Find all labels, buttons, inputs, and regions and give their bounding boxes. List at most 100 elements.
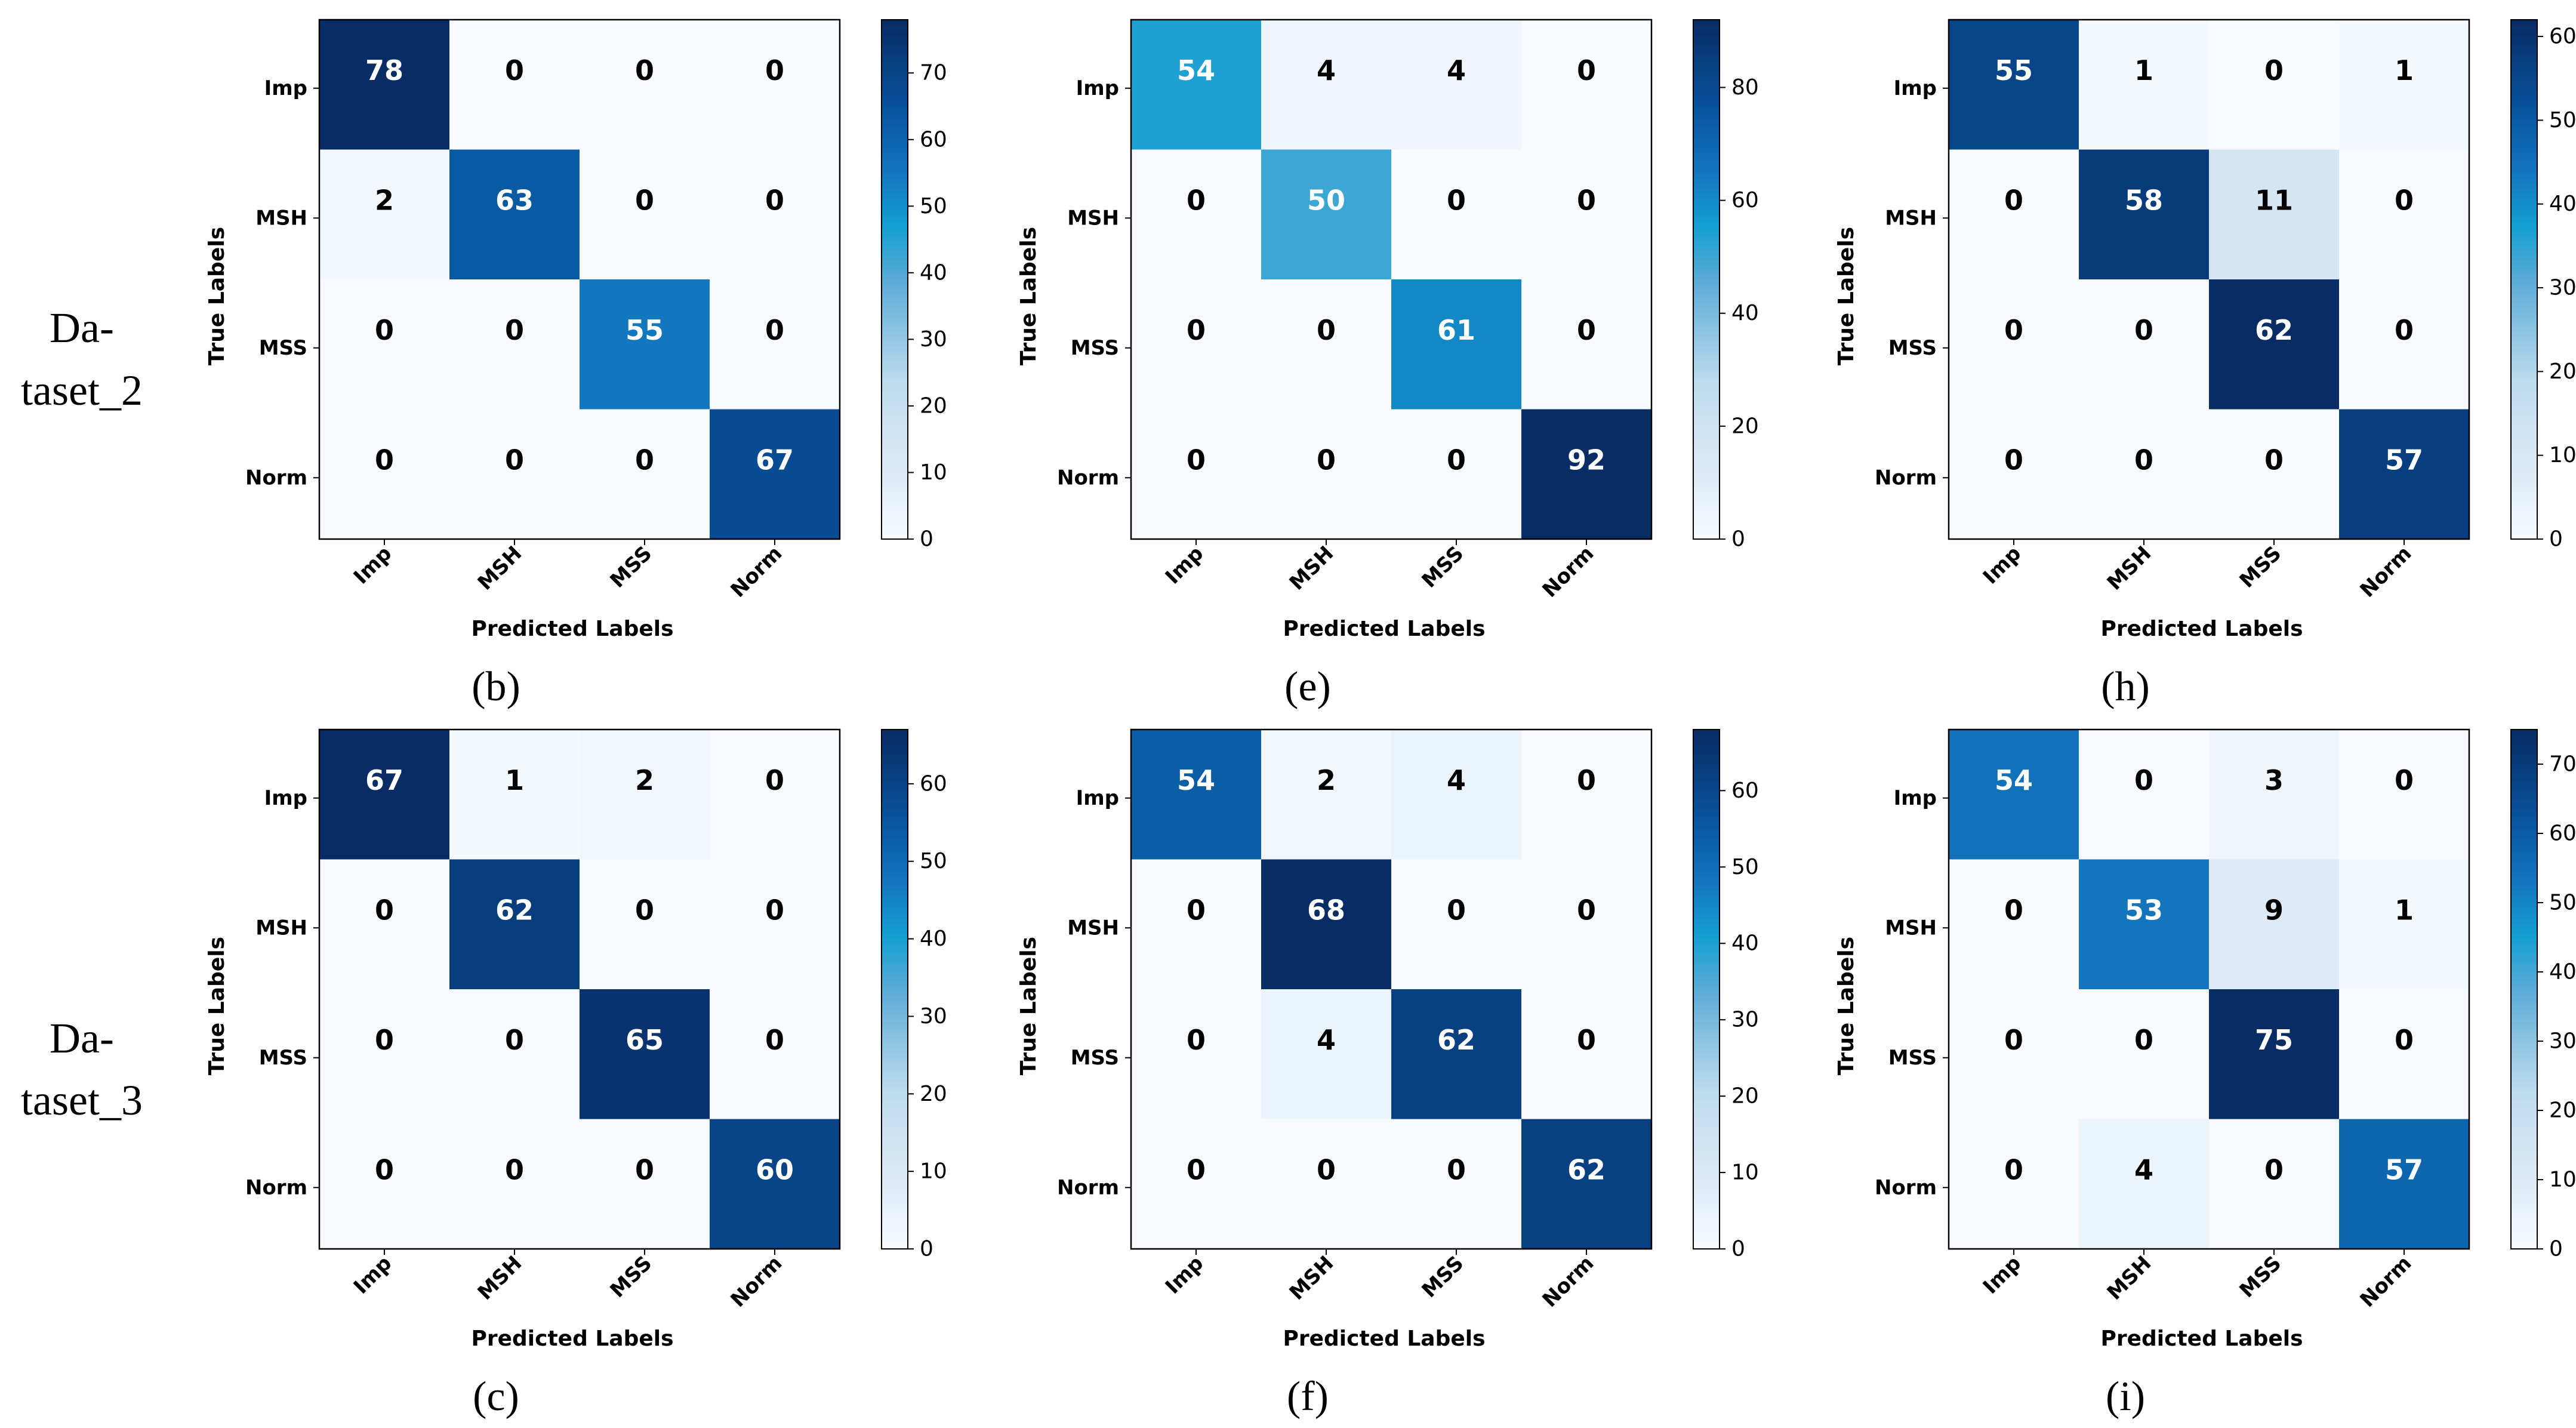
colorbar-tick-label: 50 [1731, 855, 1759, 879]
heatmap-cell [319, 989, 450, 1120]
heatmap-cell [1521, 20, 1652, 150]
heatmap-cell [1261, 730, 1392, 860]
cell-value-label: 58 [2125, 184, 2163, 216]
cell-value-label: 0 [375, 1153, 394, 1186]
x-tick-label: Imp [1979, 1251, 2026, 1298]
heatmap-cell [1521, 859, 1652, 990]
heatmap-cell [580, 989, 710, 1120]
colorbar-tick-label: 70 [920, 61, 947, 85]
cell-value-label: 57 [2385, 1153, 2423, 1186]
cell-value-label: 0 [505, 1024, 524, 1056]
heatmap-cell [2209, 730, 2340, 860]
heatmap-cell [2339, 279, 2470, 410]
x-tick-label: MSS [1418, 541, 1469, 593]
cell-value-label: 0 [505, 54, 524, 87]
x-tick-label: MSS [2235, 541, 2287, 593]
row-label-dataset-3-line2: taset_3 [21, 1076, 143, 1124]
x-axis-label: Predicted Labels [471, 617, 673, 641]
colorbar-tick-label: 40 [920, 927, 947, 951]
colorbar-tick-label: 30 [920, 327, 947, 352]
y-tick-label: MSS [259, 336, 307, 360]
heatmap-cell [2339, 859, 2470, 990]
cell-value-label: 0 [505, 1153, 524, 1186]
x-axis-label: Predicted Labels [471, 1327, 673, 1351]
heatmap-cell [710, 279, 840, 410]
colorbar [2510, 19, 2538, 540]
y-tick-label: MSS [1888, 1046, 1937, 1070]
heatmap-cell [1131, 859, 1262, 990]
x-axis-label: Predicted Labels [2100, 1327, 2303, 1351]
x-tick-label: MSH [1285, 1251, 1339, 1305]
y-tick-label: MSH [1067, 206, 1119, 230]
cell-value-label: 0 [2004, 1153, 2023, 1186]
y-axis-label: True Labels [1834, 937, 1859, 1075]
cell-value-label: 0 [2264, 1153, 2284, 1186]
cell-value-label: 78 [365, 54, 403, 87]
panel-caption: (b) [472, 664, 520, 710]
cell-value-label: 0 [2395, 314, 2414, 346]
colorbar-tick-label: 50 [2549, 108, 2576, 133]
panel-caption: (f) [1287, 1374, 1329, 1420]
cell-value-label: 0 [2134, 314, 2153, 346]
colorbar-tick-label: 60 [2549, 821, 2576, 846]
x-tick-label: Norm [2356, 1251, 2417, 1312]
heatmap-cell [1391, 730, 1522, 860]
heatmap-cell [710, 989, 840, 1120]
heatmap-cell [2079, 279, 2210, 410]
x-tick-label: Norm [726, 1251, 787, 1312]
colorbar-tick-label: 10 [920, 1159, 947, 1184]
y-axis-label: True Labels [205, 937, 229, 1075]
cell-value-label: 62 [495, 894, 534, 926]
y-tick-label: MSS [1888, 336, 1937, 360]
plot-frame [1130, 19, 1653, 540]
colorbar-tick-label: 50 [920, 849, 947, 873]
heatmap-cell [1391, 1119, 1522, 1250]
cell-value-label: 0 [1577, 894, 1596, 926]
y-tick-label: MSH [255, 206, 307, 230]
cell-value-label: 1 [2395, 54, 2414, 87]
x-tick-label: MSS [2235, 1251, 2287, 1303]
x-tick-label: Imp [1161, 541, 1208, 589]
heatmap-cell [319, 730, 450, 860]
colorbar-tick-label: 20 [1731, 1084, 1759, 1109]
heatmap-cell [1949, 859, 2079, 990]
heatmap-cell [1131, 279, 1262, 410]
heatmap-cell [1131, 730, 1262, 860]
colorbar-tick-label: 10 [920, 460, 947, 485]
heatmap-cell [1521, 730, 1652, 860]
cell-value-label: 9 [2264, 894, 2284, 926]
cell-value-label: 0 [1187, 184, 1206, 216]
y-tick-label: MSS [1071, 336, 1119, 360]
heatmap-cell [449, 149, 580, 280]
heatmap-cell [1391, 20, 1522, 150]
x-tick-label: Norm [2356, 541, 2417, 602]
cell-value-label: 57 [2385, 444, 2423, 476]
y-axis-label: True Labels [205, 227, 229, 365]
colorbar-tick-label: 0 [920, 527, 933, 552]
cell-value-label: 55 [1995, 54, 2033, 87]
colorbar-tick-label: 40 [2549, 960, 2576, 984]
heatmap-cell [449, 279, 580, 410]
heatmap-cell [1261, 1119, 1392, 1250]
cell-value-label: 0 [2134, 764, 2153, 796]
heatmap-cell [1391, 989, 1522, 1120]
colorbar-tick-label: 50 [920, 194, 947, 218]
heatmap-cell [319, 20, 450, 150]
cell-value-label: 0 [1577, 314, 1596, 346]
colorbar-tick-label: 0 [920, 1237, 933, 1261]
cell-value-label: 0 [2264, 444, 2284, 476]
cell-value-label: 0 [1447, 1153, 1466, 1186]
row-label-dataset-2-line1: Da- [50, 304, 114, 352]
cell-value-label: 0 [1187, 1153, 1206, 1186]
cell-value-label: 4 [1447, 54, 1466, 87]
colorbar-tick-label: 30 [920, 1004, 947, 1029]
colorbar-tick-label: 30 [2549, 276, 2576, 300]
heatmap-cell [2079, 149, 2210, 280]
colorbar-tick-label: 0 [2549, 527, 2563, 552]
heatmap-cell [1131, 1119, 1262, 1250]
cell-value-label: 0 [1577, 764, 1596, 796]
y-tick-label: Norm [245, 466, 307, 490]
colorbar-tick-label: 40 [920, 260, 947, 285]
